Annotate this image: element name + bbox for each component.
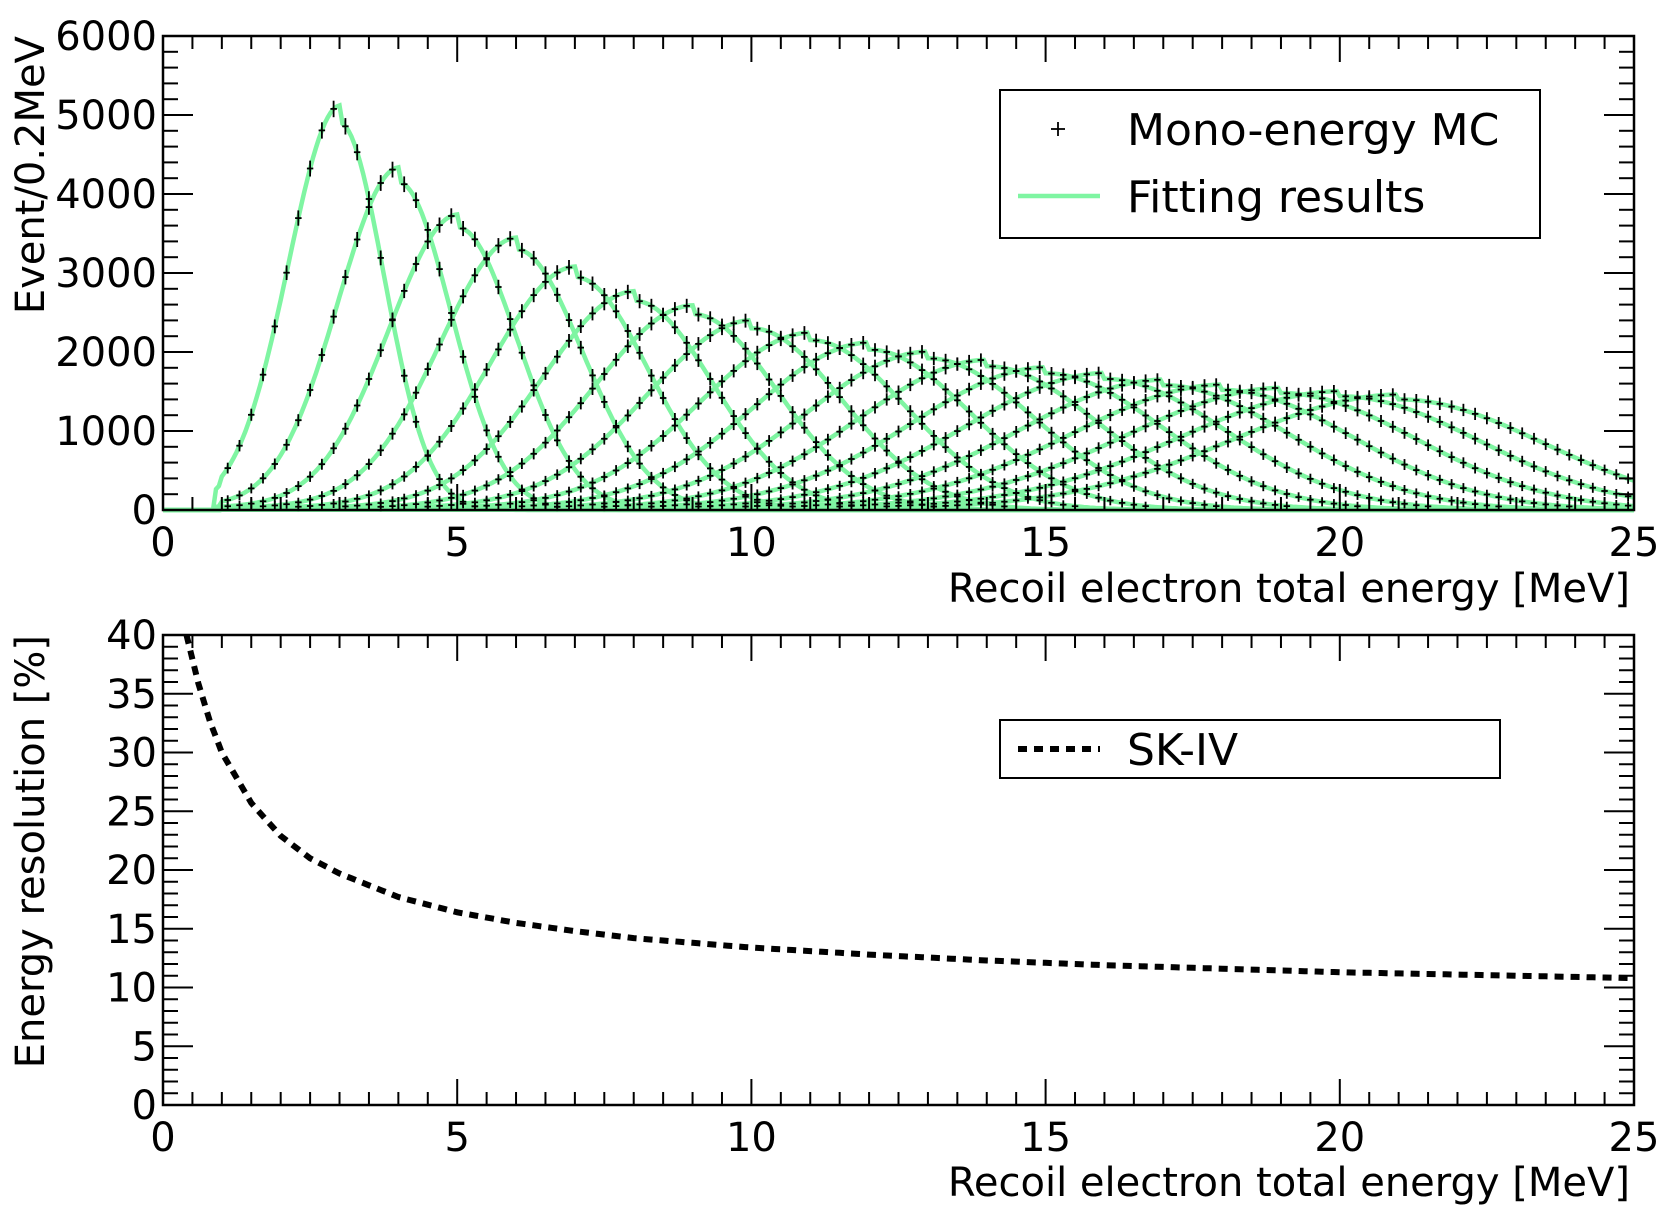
top-y-tick-label: 1000 bbox=[55, 409, 157, 455]
legend-label-mono-energy-mc: Mono-energy MC bbox=[1127, 105, 1499, 156]
bottom-y-tick-label: 0 bbox=[132, 1083, 157, 1129]
bottom-x-tick-label: 15 bbox=[1020, 1115, 1071, 1161]
bottom-y-tick-label: 25 bbox=[106, 789, 157, 835]
bottom-x-axis-title: Recoil electron total energy [MeV] bbox=[948, 1160, 1630, 1206]
bottom-y-tick-labels: 0 5 10 15 20 25 30 35 40 bbox=[106, 613, 157, 1129]
top-x-tick-labels: 0 5 10 15 20 25 bbox=[150, 520, 1659, 566]
top-y-tick-label: 4000 bbox=[55, 172, 157, 218]
bottom-panel: 0 5 10 15 20 25 0 5 10 15 20 25 30 35 40 Recoil elect… bbox=[8, 613, 1659, 1206]
legend-label-fitting-results: Fitting results bbox=[1127, 172, 1425, 223]
mc-markers-10mev bbox=[424, 313, 1008, 511]
bottom-y-tick-label: 40 bbox=[106, 613, 157, 659]
top-y-tick-label: 0 bbox=[132, 488, 157, 534]
top-y-tick-label: 6000 bbox=[55, 14, 157, 60]
top-y-tick-label: 2000 bbox=[55, 330, 157, 376]
bottom-x-tick-label: 25 bbox=[1609, 1115, 1660, 1161]
bottom-x-tick-labels: 0 5 10 15 20 25 bbox=[150, 1115, 1659, 1161]
sk-iv-resolution-curve bbox=[183, 634, 1635, 982]
top-y-tick-label: 5000 bbox=[55, 93, 157, 139]
bottom-y-tick-label: 5 bbox=[132, 1024, 157, 1070]
top-panel: 0 5 10 15 20 25 0 1000 2000 3000 4000 5000 6000 Rec… bbox=[8, 14, 1659, 612]
legend-marker-mono-energy-mc bbox=[1051, 122, 1065, 136]
bottom-y-tick-label: 15 bbox=[106, 907, 157, 953]
top-x-tick-label: 10 bbox=[726, 520, 777, 566]
bottom-y-tick-label: 30 bbox=[106, 731, 157, 777]
top-legend: Mono-energy MC Fitting results bbox=[999, 89, 1541, 239]
bottom-x-tick-label: 0 bbox=[150, 1115, 175, 1161]
top-x-tick-label: 15 bbox=[1020, 520, 1071, 566]
bottom-ticks bbox=[162, 634, 1635, 1106]
mc-markers-8mev bbox=[342, 284, 855, 511]
mc-markers-3mev bbox=[224, 100, 479, 511]
top-y-tick-labels: 0 1000 2000 3000 4000 5000 6000 bbox=[55, 14, 157, 534]
top-legend-box bbox=[999, 89, 1541, 239]
bottom-y-tick-label: 35 bbox=[106, 672, 157, 718]
top-x-tick-label: 25 bbox=[1609, 520, 1660, 566]
top-x-tick-label: 20 bbox=[1314, 520, 1365, 566]
bottom-y-tick-label: 10 bbox=[106, 966, 157, 1012]
top-x-axis-title: Recoil electron total energy [MeV] bbox=[948, 566, 1630, 612]
legend-label-sk-iv: SK-IV bbox=[1127, 725, 1238, 776]
top-y-axis-title: Event/0.2MeV bbox=[8, 35, 54, 314]
top-x-tick-label: 0 bbox=[150, 520, 175, 566]
bottom-x-tick-label: 10 bbox=[726, 1115, 777, 1161]
bottom-x-tick-label: 20 bbox=[1314, 1115, 1365, 1161]
mc-markers-15mev bbox=[648, 360, 1361, 511]
top-plot-frame bbox=[161, 34, 1636, 512]
bottom-plot-frame bbox=[161, 633, 1636, 1107]
mc-markers-11mev bbox=[471, 326, 1079, 511]
top-x-tick-label: 5 bbox=[444, 520, 469, 566]
mc-markers-20mev bbox=[883, 385, 1632, 511]
bottom-legend: SK-IV bbox=[999, 719, 1501, 779]
bottom-x-tick-label: 5 bbox=[444, 1115, 469, 1161]
bottom-y-axis-title: Energy resolution [%] bbox=[8, 635, 54, 1068]
bottom-y-tick-label: 20 bbox=[106, 848, 157, 894]
top-y-tick-label: 3000 bbox=[55, 251, 157, 297]
mc-markers-21mev bbox=[930, 388, 1632, 511]
